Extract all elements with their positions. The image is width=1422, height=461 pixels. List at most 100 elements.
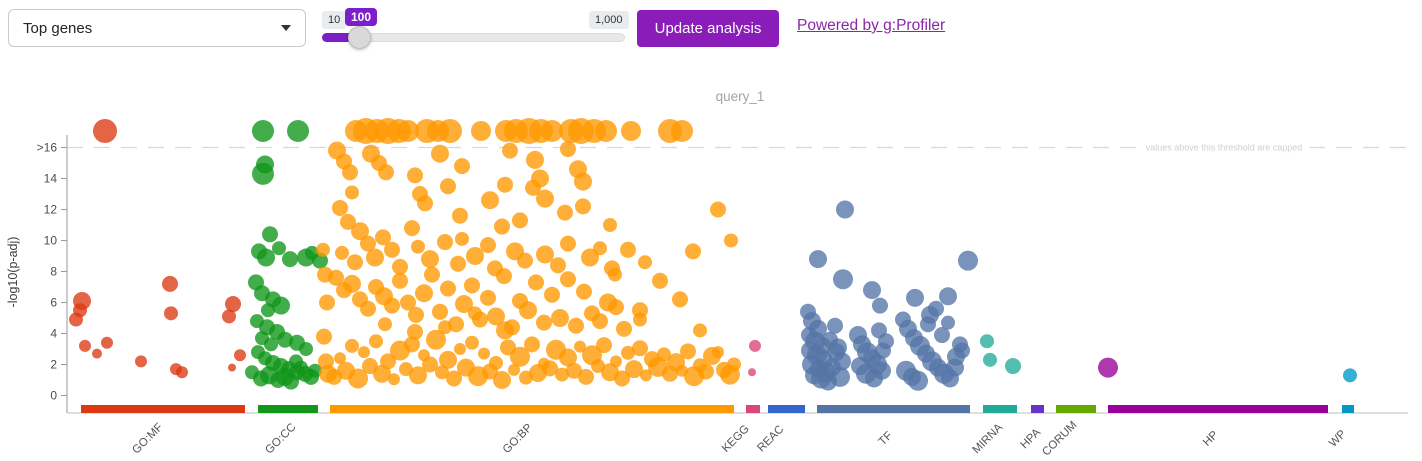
scatter-point[interactable] <box>439 350 457 369</box>
scatter-point[interactable] <box>101 336 113 349</box>
scatter-point[interactable] <box>408 306 424 323</box>
scatter-point[interactable] <box>162 275 178 292</box>
scatter-point[interactable] <box>693 323 707 338</box>
scatter-point[interactable] <box>749 339 761 352</box>
scatter-point[interactable] <box>724 233 738 248</box>
scatter-point[interactable] <box>468 306 482 321</box>
scatter-point[interactable] <box>1005 358 1021 375</box>
scatter-point[interactable] <box>519 301 537 320</box>
scatter-point[interactable] <box>833 269 853 290</box>
top-genes-dropdown[interactable]: Top genes <box>8 9 306 47</box>
scatter-point[interactable] <box>632 340 648 357</box>
scatter-point[interactable] <box>871 322 887 339</box>
scatter-point[interactable] <box>809 250 827 269</box>
scatter-point[interactable] <box>328 269 344 286</box>
scatter-point[interactable] <box>551 309 569 327</box>
scatter-point[interactable] <box>555 367 569 382</box>
scatter-point[interactable] <box>502 142 518 159</box>
scatter-point[interactable] <box>608 299 624 316</box>
scatter-point[interactable] <box>276 367 294 386</box>
scatter-point[interactable] <box>652 272 668 289</box>
scatter-point[interactable] <box>340 213 356 230</box>
scatter-point[interactable] <box>517 252 533 269</box>
scatter-point[interactable] <box>262 226 278 243</box>
scatter-point[interactable] <box>432 303 448 320</box>
powered-by-gprofiler-link[interactable]: Powered by g:Profiler <box>797 17 946 34</box>
scatter-point[interactable] <box>954 342 970 359</box>
scatter-point[interactable] <box>388 373 400 386</box>
scatter-point[interactable] <box>424 266 440 283</box>
source-bar-hp[interactable] <box>1108 405 1328 413</box>
scatter-point[interactable] <box>343 274 361 293</box>
scatter-point[interactable] <box>252 120 274 142</box>
scatter-point[interactable] <box>640 369 652 382</box>
scatter-point[interactable] <box>536 189 554 208</box>
scatter-point[interactable] <box>466 247 484 265</box>
scatter-point[interactable] <box>560 271 576 288</box>
scatter-point[interactable] <box>319 294 335 311</box>
scatter-point[interactable] <box>375 229 391 246</box>
scatter-point[interactable] <box>865 369 883 388</box>
scatter-point[interactable] <box>431 144 449 163</box>
scatter-point[interactable] <box>450 255 466 272</box>
scatter-point[interactable] <box>526 150 544 169</box>
scatter-point[interactable] <box>536 245 554 264</box>
scatter-point[interactable] <box>334 352 346 365</box>
scatter-point[interactable] <box>493 371 511 389</box>
scatter-point[interactable] <box>272 296 290 315</box>
source-bar-corum[interactable] <box>1056 405 1096 413</box>
scatter-point[interactable] <box>369 334 383 349</box>
scatter-point[interactable] <box>282 251 298 268</box>
scatter-point[interactable] <box>625 360 643 379</box>
scatter-point[interactable] <box>392 272 408 289</box>
scatter-point[interactable] <box>404 220 420 237</box>
scatter-point[interactable] <box>257 248 275 267</box>
scatter-point[interactable] <box>69 312 83 327</box>
scatter-point[interactable] <box>528 274 544 291</box>
scatter-point[interactable] <box>581 248 599 267</box>
source-bar-gocc[interactable] <box>258 405 318 413</box>
scatter-point[interactable] <box>289 354 303 369</box>
scatter-point[interactable] <box>657 347 671 362</box>
scatter-point[interactable] <box>574 172 592 191</box>
scatter-point[interactable] <box>407 167 423 184</box>
scatter-point[interactable] <box>287 120 309 142</box>
source-bar-kegg[interactable] <box>746 405 760 413</box>
scatter-point[interactable] <box>541 120 563 142</box>
scatter-point[interactable] <box>438 119 462 143</box>
scatter-point[interactable] <box>411 239 425 254</box>
scatter-point[interactable] <box>264 337 278 352</box>
scatter-point[interactable] <box>384 297 400 314</box>
scatter-point[interactable] <box>671 120 693 142</box>
scatter-point[interactable] <box>1343 368 1357 383</box>
scatter-point[interactable] <box>550 257 566 274</box>
scatter-point[interactable] <box>672 291 688 308</box>
scatter-point[interactable] <box>578 368 594 385</box>
scatter-point[interactable] <box>464 277 480 294</box>
scatter-point[interactable] <box>347 254 363 271</box>
scatter-point[interactable] <box>415 284 433 303</box>
scatter-point[interactable] <box>958 250 978 271</box>
scatter-point[interactable] <box>316 242 330 257</box>
scatter-point[interactable] <box>435 365 449 380</box>
scatter-point[interactable] <box>983 352 997 367</box>
scatter-point[interactable] <box>417 195 433 212</box>
scatter-point[interactable] <box>378 317 392 332</box>
scatter-point[interactable] <box>576 283 592 300</box>
scatter-point[interactable] <box>440 178 456 195</box>
scatter-point[interactable] <box>480 237 496 254</box>
scatter-point[interactable] <box>512 212 528 229</box>
scatter-point[interactable] <box>332 199 348 216</box>
scatter-point[interactable] <box>616 320 632 337</box>
scatter-point[interactable] <box>710 201 726 218</box>
scatter-point[interactable] <box>685 243 701 260</box>
source-bar-wp[interactable] <box>1342 405 1354 413</box>
scatter-point[interactable] <box>345 185 359 200</box>
scatter-point[interactable] <box>934 327 950 344</box>
source-bar-mirna[interactable] <box>983 405 1017 413</box>
scatter-point[interactable] <box>92 348 102 359</box>
scatter-point[interactable] <box>595 120 617 142</box>
scatter-point[interactable] <box>621 121 641 141</box>
source-bar-tf[interactable] <box>817 405 970 413</box>
scatter-point[interactable] <box>308 363 322 378</box>
